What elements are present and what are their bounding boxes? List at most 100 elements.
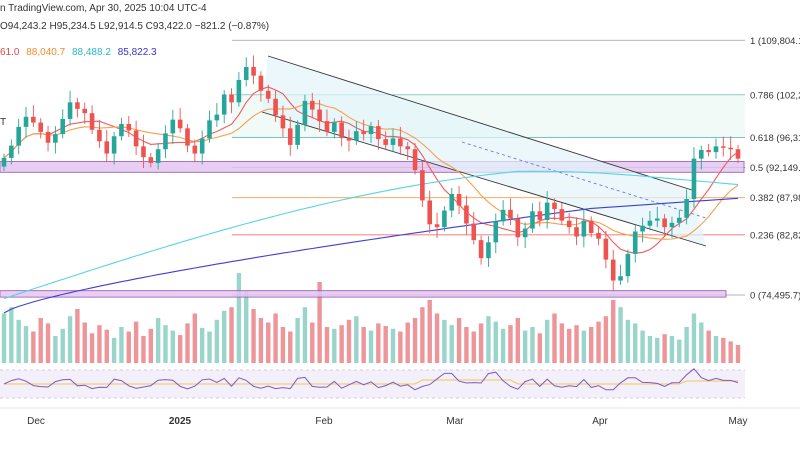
volume-bar bbox=[376, 323, 381, 363]
source-text: n TradingView.com, Apr 30, 2025 10:04 UT… bbox=[0, 3, 207, 14]
candle-body bbox=[669, 222, 675, 228]
volume-bar bbox=[288, 331, 293, 363]
volume-bar bbox=[346, 319, 352, 363]
volume-bar bbox=[464, 327, 469, 363]
candle-body bbox=[192, 145, 198, 154]
candle-body bbox=[390, 138, 396, 145]
legend-value-red: 61.0 bbox=[0, 47, 20, 58]
volume-bar bbox=[317, 282, 322, 363]
candle-body bbox=[478, 240, 484, 259]
legend-value-blue: 85,822.3 bbox=[117, 47, 157, 58]
volume-bar bbox=[699, 322, 704, 363]
volume-bar bbox=[559, 323, 565, 363]
support-zones bbox=[0, 161, 745, 298]
volume-bar bbox=[361, 327, 366, 363]
volume-bar bbox=[258, 318, 264, 363]
volume-bar bbox=[486, 316, 491, 363]
volume-bar bbox=[1, 313, 7, 363]
volume-bar bbox=[574, 325, 579, 363]
candle-body bbox=[376, 126, 381, 140]
candle-body bbox=[45, 131, 51, 143]
candle-body bbox=[309, 100, 315, 110]
candle-body bbox=[654, 218, 660, 221]
candle-body bbox=[522, 228, 528, 238]
volume-bar bbox=[163, 325, 168, 363]
candle-body bbox=[508, 209, 513, 219]
volume-bar bbox=[214, 319, 220, 363]
volume-bar bbox=[493, 321, 498, 363]
volume-bar bbox=[552, 313, 557, 363]
volume-bar bbox=[405, 322, 410, 363]
volume-bar bbox=[45, 323, 51, 363]
volume-bar bbox=[449, 325, 454, 363]
candle-body bbox=[368, 126, 374, 135]
volume-bar bbox=[280, 327, 286, 363]
ma-blue-line bbox=[3, 197, 739, 314]
volume-bar bbox=[207, 331, 212, 363]
candle-body bbox=[427, 200, 433, 225]
volume-bar bbox=[126, 331, 131, 363]
candle-body bbox=[552, 202, 557, 210]
volume-bar bbox=[251, 309, 256, 363]
x-tick-label: 2025 bbox=[169, 416, 192, 427]
volume-bar bbox=[60, 328, 65, 363]
candle-body bbox=[412, 149, 418, 171]
candle-body bbox=[111, 136, 117, 154]
volume-bar bbox=[537, 333, 543, 363]
rsi-line bbox=[3, 368, 739, 391]
candle-body bbox=[354, 131, 359, 141]
candle-body bbox=[258, 75, 264, 91]
candle-body bbox=[647, 220, 653, 226]
volume-bar bbox=[412, 318, 418, 363]
ohlc-text: O94,243.2 H95,234.5 L92,914.5 C93,422.0 … bbox=[0, 21, 270, 32]
volume-bar bbox=[618, 307, 623, 363]
volume-bar bbox=[655, 337, 660, 363]
volume-bar bbox=[97, 325, 102, 363]
ohlc-readout: O94,243.2 H95,234.5 L92,914.5 C93,422.0 … bbox=[0, 21, 269, 32]
candle-body bbox=[141, 146, 146, 158]
fib-label-3: 0.5 (92,149.9 bbox=[750, 163, 800, 174]
volume-bar bbox=[478, 323, 484, 363]
candle-body bbox=[544, 202, 550, 220]
candle-body bbox=[155, 149, 161, 163]
candle-body bbox=[23, 116, 29, 127]
candle-body bbox=[361, 131, 366, 135]
candle-body bbox=[31, 116, 36, 123]
candle-body bbox=[38, 122, 43, 132]
volume-bar bbox=[185, 323, 190, 363]
candle-body bbox=[346, 137, 352, 141]
volume-bar bbox=[728, 341, 733, 363]
volume-bar bbox=[148, 328, 153, 363]
volume-bar bbox=[310, 322, 315, 363]
volume-bar bbox=[38, 318, 43, 363]
candle-body bbox=[82, 108, 88, 114]
volume-bar bbox=[625, 319, 631, 363]
candle-body bbox=[177, 119, 183, 129]
descending-channel bbox=[261, 55, 707, 247]
volume-bar bbox=[295, 318, 300, 363]
x-tick-label: May bbox=[729, 416, 748, 427]
candle-body bbox=[442, 210, 447, 228]
volume-bar bbox=[141, 336, 146, 363]
candle-body bbox=[199, 138, 205, 154]
volume-bar bbox=[530, 327, 535, 363]
volume-bar bbox=[647, 336, 653, 363]
candlesticks bbox=[1, 55, 741, 292]
legend-value-orange: 88,040.7 bbox=[26, 47, 66, 58]
volume-bar bbox=[332, 328, 337, 363]
left-indicator-letter: T bbox=[0, 117, 6, 128]
volume-bar bbox=[339, 325, 344, 363]
channel-midline bbox=[461, 141, 707, 219]
channel-upper-line bbox=[267, 55, 693, 191]
candle-body bbox=[596, 232, 601, 239]
candle-body bbox=[317, 109, 322, 122]
volume-bar bbox=[420, 307, 425, 363]
candle-body bbox=[603, 238, 609, 260]
candle-body bbox=[273, 98, 278, 116]
volume-bar bbox=[442, 319, 447, 363]
volume-bar bbox=[266, 322, 271, 363]
ma-legend: 61.0 88,040.7 88,488.2 85,822.3 bbox=[0, 47, 157, 58]
candle-body bbox=[148, 157, 154, 163]
volume-bar bbox=[23, 326, 29, 363]
